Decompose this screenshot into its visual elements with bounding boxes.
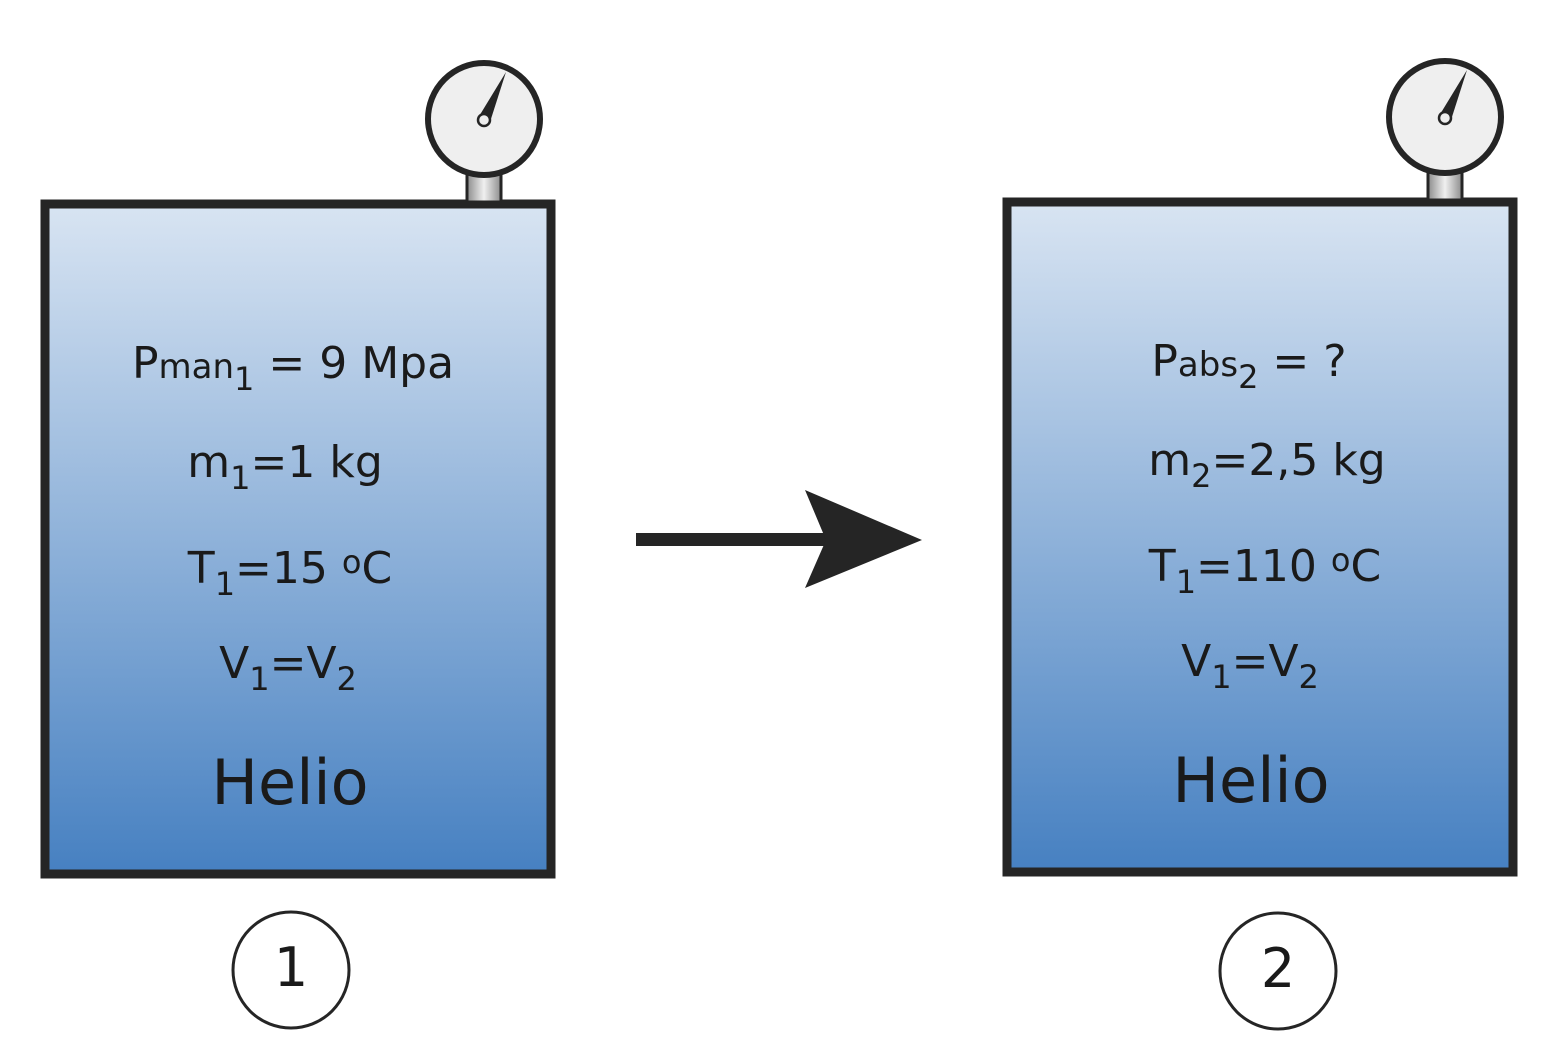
- tank-1-pressure: Pman1 = 9 Mpa: [131, 338, 455, 398]
- pressure-gauge-1-icon: [425, 60, 543, 204]
- tank-1: [40, 60, 556, 879]
- tank-1-volume: V1=V2: [219, 638, 357, 698]
- state-2-number: 2: [1260, 937, 1296, 1000]
- state-1-circle: [231, 910, 351, 1030]
- state-2-circle: [1218, 911, 1338, 1031]
- tank-1-mass: m1=1 kg: [187, 437, 383, 497]
- tank-2-temperature: T1=110 oC: [1148, 541, 1382, 601]
- tank-2-pressure: Pabs2 = ?: [1151, 336, 1347, 396]
- tank-2: [1002, 58, 1518, 877]
- tank-1-temperature: T1=15 oC: [187, 543, 393, 603]
- tank-1-body: [40, 199, 556, 879]
- tank-1-gas-label: Helio: [211, 746, 369, 819]
- process-arrow-icon: [636, 490, 922, 588]
- pressure-gauge-2-icon: [1386, 58, 1504, 202]
- state-1-number: 1: [273, 936, 309, 999]
- tank-2-mass: m2=2,5 kg: [1148, 435, 1386, 495]
- tank-2-gas-label: Helio: [1172, 744, 1330, 817]
- tank-2-volume: V1=V2: [1181, 636, 1319, 696]
- tank-2-body: [1002, 197, 1518, 877]
